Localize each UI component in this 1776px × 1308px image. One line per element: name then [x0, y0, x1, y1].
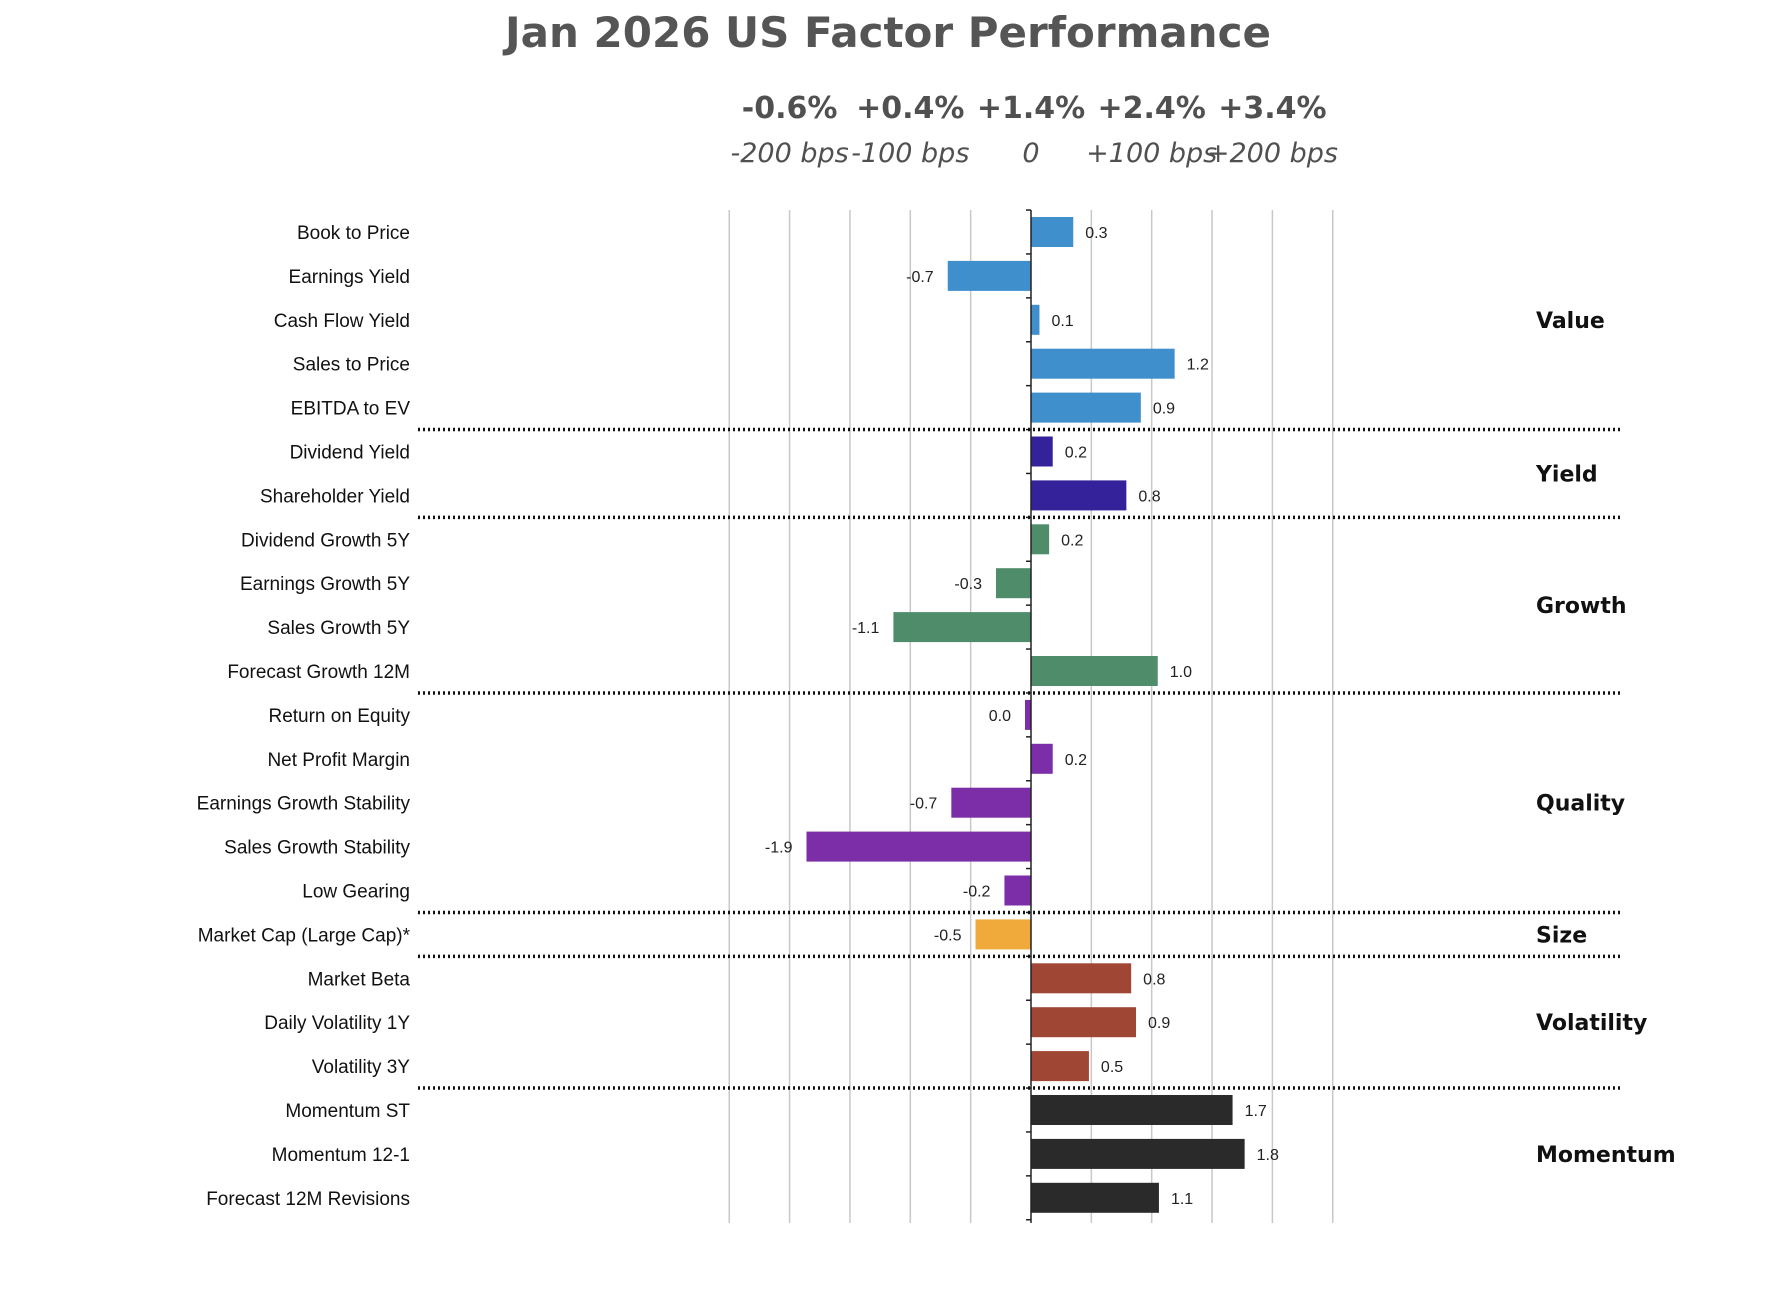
factor-label: Earnings Growth Stability [197, 794, 411, 815]
group-label: Momentum [1536, 1143, 1676, 1168]
factor-bar [1031, 1182, 1159, 1213]
factor-label: Sales Growth Stability [224, 838, 410, 859]
top-axis-pct-label: +1.4% [977, 91, 1085, 126]
factor-bar [947, 260, 1031, 291]
value-label: 1.0 [1170, 664, 1192, 681]
factor-bar [1031, 436, 1053, 467]
factor-bar [1031, 656, 1158, 686]
factor-bar [1031, 217, 1074, 247]
factor-label: Sales Growth 5Y [267, 618, 410, 639]
top-axis-pct-label: -0.6% [742, 91, 838, 126]
factor-bar [1031, 304, 1040, 335]
factor-label: Momentum ST [285, 1101, 410, 1122]
factor-label: Shareholder Yield [260, 486, 410, 507]
value-label: 0.2 [1065, 752, 1087, 769]
value-label: 0.0 [989, 708, 1011, 725]
group-label: Value [1536, 309, 1605, 334]
factor-label: Book to Price [297, 223, 410, 244]
factor-label: Net Profit Margin [267, 750, 410, 771]
value-label: -0.5 [934, 927, 962, 944]
factor-label: Earnings Growth 5Y [240, 574, 410, 595]
top-axis-bps-label: +100 bps [1086, 138, 1217, 169]
factor-bar [1031, 1007, 1137, 1038]
factor-bar [1031, 963, 1132, 994]
top-axis-bps-label: 0 [1022, 138, 1039, 169]
value-label: -0.7 [906, 269, 934, 286]
value-label: 0.8 [1143, 971, 1165, 988]
value-label: -0.3 [954, 576, 982, 593]
top-axis-pct-label: +3.4% [1218, 91, 1326, 126]
value-label: 1.8 [1257, 1147, 1279, 1164]
factor-label: Sales to Price [293, 355, 410, 376]
factor-label: Market Beta [308, 969, 411, 990]
value-label: 0.2 [1061, 532, 1083, 549]
factor-bar [1025, 699, 1031, 730]
factor-label: Forecast 12M Revisions [206, 1189, 410, 1210]
factor-label: Dividend Yield [290, 443, 410, 464]
top-axis-bps-label: -200 bps [730, 138, 848, 169]
group-label: Quality [1536, 792, 1625, 817]
top-axis-bps-label: +200 bps [1207, 138, 1338, 169]
factor-label: Earnings Yield [289, 267, 410, 288]
value-label: 0.1 [1051, 313, 1073, 330]
factor-label: Volatility 3Y [312, 1057, 411, 1078]
value-label: 0.5 [1101, 1059, 1123, 1076]
factor-label: EBITDA to EV [291, 399, 411, 420]
group-label: Yield [1535, 462, 1598, 487]
factor-bar [975, 919, 1031, 950]
factor-bar [1031, 743, 1053, 774]
top-axis-pct-label: +2.4% [1098, 91, 1206, 126]
factor-bar [1004, 875, 1031, 906]
factor-bar [1031, 1138, 1245, 1169]
factor-label: Forecast Growth 12M [227, 662, 410, 683]
group-label: Volatility [1536, 1011, 1647, 1036]
factor-label: Dividend Growth 5Y [241, 530, 410, 551]
factor-bar [1031, 1051, 1089, 1082]
factor-bar [1031, 480, 1127, 511]
factor-label: Momentum 12-1 [272, 1145, 410, 1166]
factor-label: Daily Volatility 1Y [264, 1013, 410, 1034]
value-label: 1.7 [1245, 1103, 1267, 1120]
value-label: 0.9 [1153, 401, 1175, 418]
value-label: -0.7 [910, 796, 938, 813]
value-label: -0.2 [963, 884, 991, 901]
value-label: -1.1 [852, 620, 880, 637]
value-label: 0.2 [1065, 445, 1087, 462]
group-label: Growth [1536, 594, 1627, 619]
factor-label: Cash Flow Yield [274, 311, 410, 332]
factor-bar [1031, 524, 1050, 555]
value-label: 0.3 [1085, 225, 1107, 242]
factor-bar [893, 612, 1031, 643]
factor-bar [951, 787, 1031, 818]
value-label: -1.9 [765, 840, 793, 857]
factor-label: Market Cap (Large Cap)* [198, 925, 411, 946]
value-label: 0.9 [1148, 1015, 1170, 1032]
factor-bar [1031, 1095, 1233, 1125]
factor-bar [806, 831, 1031, 862]
top-axis-bps-label: -100 bps [851, 138, 969, 169]
factor-bar [995, 568, 1031, 599]
factor-bar [1031, 348, 1175, 379]
factor-bar [1031, 392, 1141, 423]
factor-label: Low Gearing [302, 882, 410, 903]
chart-title: Jan 2026 US Factor Performance [505, 8, 1271, 57]
group-label: Size [1536, 923, 1587, 948]
value-label: 0.8 [1138, 488, 1160, 505]
value-label: 1.2 [1187, 357, 1209, 374]
factor-label: Return on Equity [268, 706, 410, 727]
top-axis-pct-label: +0.4% [856, 91, 964, 126]
value-label: 1.1 [1171, 1191, 1193, 1208]
